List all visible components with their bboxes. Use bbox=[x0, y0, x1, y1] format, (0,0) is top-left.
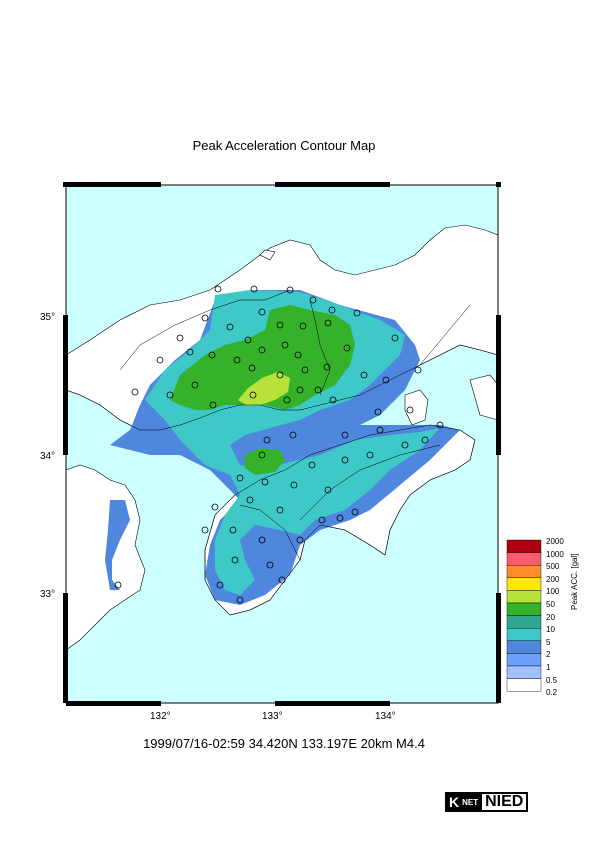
legend-swatch bbox=[506, 602, 542, 616]
legend-swatch bbox=[506, 615, 542, 629]
legend-label: 500 bbox=[546, 562, 560, 572]
legend-swatch bbox=[506, 640, 542, 654]
legend-label: 5 bbox=[546, 637, 551, 647]
legend-label: 20 bbox=[546, 612, 555, 622]
legend-labels: 2000 1000 500 200 100 50 20 10 5 2 1 0.5 0.2 bbox=[546, 536, 564, 700]
legend-label: 10 bbox=[546, 625, 555, 635]
legend-swatch bbox=[506, 539, 542, 553]
legend-label: 100 bbox=[546, 587, 560, 597]
lat-tick-33: 33° bbox=[40, 589, 56, 600]
legend-swatch bbox=[506, 565, 542, 579]
legend-bar bbox=[506, 539, 542, 692]
legend-swatch bbox=[506, 678, 542, 692]
legend-title: Peak ACC. [gal] bbox=[570, 553, 579, 610]
contour-green-zone bbox=[170, 305, 355, 410]
legend-swatch bbox=[506, 552, 542, 566]
legend-swatch bbox=[506, 628, 542, 642]
lat-tick-35: 35° bbox=[40, 312, 56, 323]
lat-tick-34: 34° bbox=[40, 451, 56, 462]
logo-net: NET bbox=[462, 797, 479, 807]
legend-swatch bbox=[506, 653, 542, 667]
legend-label: 2000 bbox=[546, 537, 564, 546]
map-frame bbox=[63, 182, 501, 706]
coastlines bbox=[65, 289, 499, 616]
legend-label: 2 bbox=[546, 650, 551, 660]
legend-label: 0.5 bbox=[546, 675, 558, 685]
stations bbox=[114, 285, 444, 604]
legend-label: 1 bbox=[546, 662, 551, 672]
event-caption: 1999/07/16-02:59 34.420N 133.197E 20km M… bbox=[143, 736, 425, 751]
legend-swatch bbox=[506, 577, 542, 591]
contour-blue-west bbox=[105, 500, 130, 590]
lon-tick-132: 132° bbox=[150, 711, 171, 722]
lon-tick-134: 134° bbox=[375, 711, 396, 722]
contour-fills bbox=[105, 290, 460, 605]
legend-swatch bbox=[506, 665, 542, 679]
logo-nied: NIED bbox=[480, 792, 529, 812]
legend-label: 50 bbox=[546, 599, 555, 609]
legend-label: 1000 bbox=[546, 549, 564, 559]
contour-green-south bbox=[245, 448, 285, 475]
legend-swatch bbox=[506, 590, 542, 604]
lon-tick-133: 133° bbox=[262, 711, 283, 722]
legend-label: 0.2 bbox=[546, 688, 558, 698]
knet-nied-logo: K NET NIED bbox=[445, 792, 529, 812]
logo-k: K bbox=[449, 794, 459, 810]
legend-label: 200 bbox=[546, 574, 560, 584]
map-title: Peak Acceleration Contour Map bbox=[192, 138, 376, 153]
